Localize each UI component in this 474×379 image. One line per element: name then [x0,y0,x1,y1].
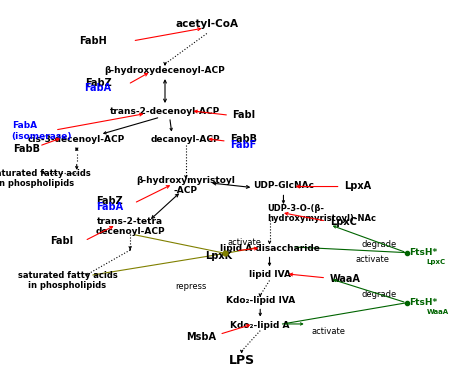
Text: UDP-3-O-(β-
hydroxymyristoyl)-NAc: UDP-3-O-(β- hydroxymyristoyl)-NAc [267,204,376,223]
Text: trans-2-tetra
decenoyl-ACP: trans-2-tetra decenoyl-ACP [95,217,165,236]
Text: LpxK: LpxK [205,251,232,262]
Text: FabB: FabB [230,135,257,144]
Text: Kdo₂-lipid A: Kdo₂-lipid A [230,321,290,330]
Text: trans-2-decenoyl-ACP: trans-2-decenoyl-ACP [110,107,220,116]
Text: FabA: FabA [84,83,111,94]
Text: activate: activate [311,327,346,336]
Text: LpxC: LpxC [427,259,446,265]
Text: cis-3-decenoyl-ACP: cis-3-decenoyl-ACP [28,135,125,144]
Text: acetyl-CoA: acetyl-CoA [175,19,238,29]
Text: activate: activate [228,238,262,247]
Text: Kdo₂-lipid IVA: Kdo₂-lipid IVA [226,296,295,305]
Text: MsbA: MsbA [186,332,216,342]
Text: decanoyl-ACP: decanoyl-ACP [151,135,221,144]
Text: degrade: degrade [362,240,397,249]
Text: FabZ: FabZ [96,196,123,207]
Text: LpxA: LpxA [344,181,371,191]
Text: WaaA: WaaA [330,274,361,284]
Text: FtsH*: FtsH* [409,298,437,307]
Text: UDP-GlcNAc: UDP-GlcNAc [253,181,314,190]
Text: β-hydroxydecenoyl-ACP: β-hydroxydecenoyl-ACP [105,66,225,75]
Text: FabA: FabA [96,202,123,212]
Text: FabI: FabI [50,236,73,246]
Text: lipid IVA: lipid IVA [248,271,291,279]
Text: activate: activate [356,255,390,264]
Text: FabI: FabI [232,110,255,120]
Text: FabA
(isomerase): FabA (isomerase) [12,121,72,141]
Text: LPS: LPS [228,354,255,367]
Text: WaaA: WaaA [427,310,449,315]
Text: FabB: FabB [13,144,40,154]
Text: saturated fatty acids
in phospholipids: saturated fatty acids in phospholipids [18,271,118,290]
Text: LpxC: LpxC [330,217,357,227]
Text: β-hydroxymyristoyl
-ACP: β-hydroxymyristoyl -ACP [137,176,235,196]
Text: FabH: FabH [79,36,107,46]
Text: unsaturated fatty acids
in phospholipids: unsaturated fatty acids in phospholipids [0,169,91,188]
Text: lipid A disaccharide: lipid A disaccharide [219,244,319,254]
Text: repress: repress [176,282,207,291]
Text: degrade: degrade [362,290,397,299]
Text: FtsH*: FtsH* [409,248,437,257]
Text: FabZ: FabZ [85,78,111,88]
Text: FabF: FabF [230,140,256,150]
